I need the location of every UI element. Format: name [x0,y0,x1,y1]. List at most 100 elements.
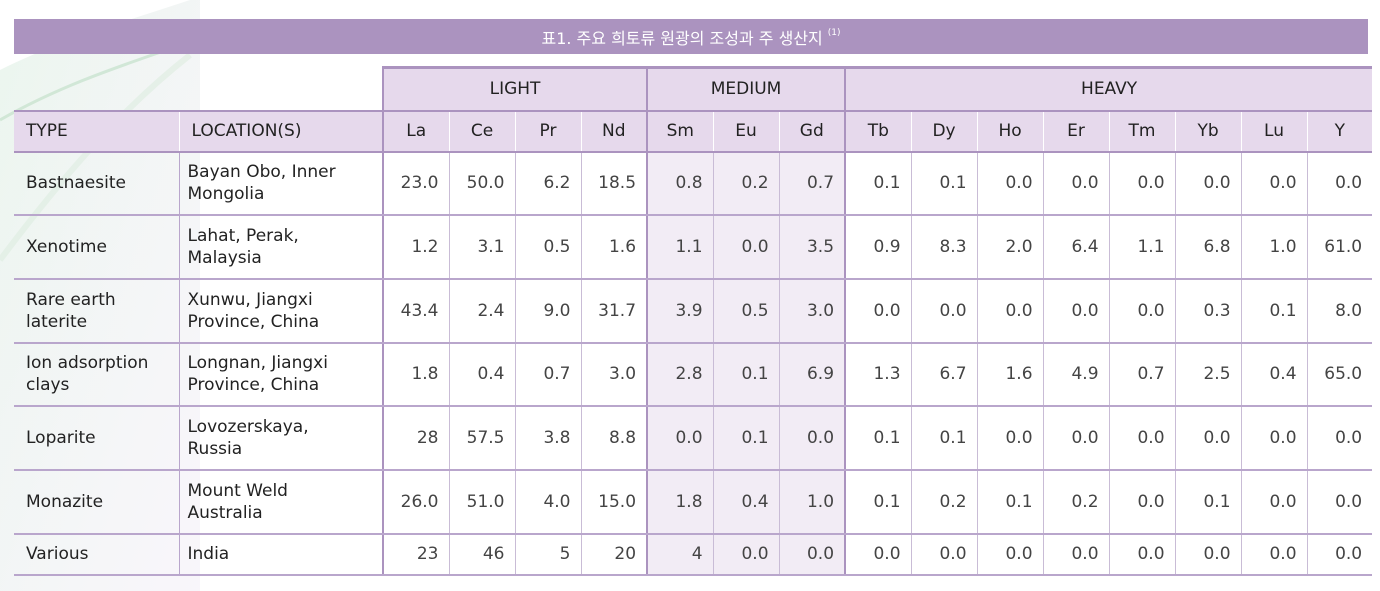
cell-value: 8.8 [580,405,648,471]
cell-value: 0.0 [778,533,846,576]
cell-value: 6.2 [514,151,581,216]
cell-value: 1.2 [382,214,449,280]
cell-location-line: Lovozerskaya, [187,416,309,437]
cell-value: 6.9 [778,342,846,407]
cell-location: Xunwu, Jiangxi Province, China [178,278,383,344]
cell-value: 0.0 [1174,151,1242,216]
cell-value: 3.5 [778,214,846,280]
column-header-element: La [382,109,449,153]
cell-value: 28 [382,405,449,471]
cell-location-line: Mount Weld [187,480,288,501]
cell-location: Bayan Obo, Inner Mongolia [178,151,383,216]
cell-value: 50.0 [448,151,515,216]
cell-type: Various [14,533,179,576]
cell-value: 1.6 [580,214,648,280]
cell-location: Lahat, Perak, Malaysia [178,214,383,280]
cell-value: 5 [514,533,581,576]
cell-value: 0.1 [1240,278,1308,344]
cell-value: 0.7 [514,342,581,407]
cell-location-line: Malaysia [187,247,262,268]
cell-value: 0.2 [712,151,780,216]
cell-value: 1.0 [778,469,846,535]
cell-value: 0.1 [844,405,912,471]
cell-value: 0.2 [910,469,978,535]
cell-type-line: Bastnaesite [26,173,126,193]
cell-value: 0.0 [844,278,912,344]
cell-type-line: Loparite [26,427,96,448]
cell-location-line: Province, China [187,311,320,332]
cell-value: 0.0 [1240,405,1308,471]
cell-value: 8.0 [1306,278,1373,344]
cell-type-line: Rare earth [26,289,116,310]
cell-value: 0.1 [976,469,1044,535]
cell-value: 0.0 [1306,151,1373,216]
column-header-element: Nd [580,109,648,153]
column-header-location: LOCATION(S) [178,109,383,153]
cell-value: 0.0 [910,533,978,576]
cell-value: 1.0 [1240,214,1308,280]
cell-value: 0.0 [712,214,780,280]
cell-value: 18.5 [580,151,648,216]
cell-value: 0.0 [1174,533,1242,576]
cell-value: 0.1 [712,342,780,407]
cell-value: 0.0 [910,278,978,344]
cell-location-line: Australia [187,502,263,523]
table-row: Ion adsorption clays Longnan, Jiangxi Provi… [14,342,1373,407]
cell-location-line: Longnan, Jiangxi [187,353,328,373]
cell-value: 26.0 [382,469,449,535]
cell-value: 0.0 [976,405,1044,471]
cell-type-line: clays [26,375,70,395]
title-footnote-marker: (1) [827,27,841,38]
cell-type-line: Various [26,544,89,564]
cell-type: Loparite [14,405,179,471]
cell-value: 8.3 [910,214,978,280]
column-header-element: Yb [1174,109,1242,153]
cell-value: 0.4 [712,469,780,535]
table-row: Monazite Mount Weld Australia 26.0 51.0 4.0 15… [14,469,1373,535]
cell-value: 0.0 [1240,151,1308,216]
cell-value: 23.0 [382,151,449,216]
cell-value: 0.0 [1108,151,1176,216]
cell-value: 31.7 [580,278,648,344]
cell-value: 2.0 [976,214,1044,280]
cell-value: 3.1 [448,214,515,280]
cell-location: Lovozerskaya, Russia [178,405,383,471]
column-header-element: Eu [712,109,780,153]
cell-value: 0.0 [1042,533,1110,576]
cell-value: 4.0 [514,469,581,535]
cell-location-line: Xunwu, Jiangxi [187,289,313,310]
cell-value: 61.0 [1306,214,1373,280]
cell-type-line: Monazite [26,491,104,512]
column-header-type: TYPE [14,109,179,153]
column-header-element: Er [1042,109,1110,153]
cell-value: 9.0 [514,278,581,344]
table-row: Rare earth laterite Xunwu, Jiangxi Province… [14,278,1373,344]
group-header-light: LIGHT [381,66,648,111]
cell-value: 0.0 [1240,469,1308,535]
cell-value: 0.1 [910,151,978,216]
cell-value: 1.1 [1108,214,1176,280]
cell-value: 0.0 [1174,405,1242,471]
cell-value: 0.2 [1042,469,1110,535]
cell-value: 20 [580,533,648,576]
cell-value: 3.8 [514,405,581,471]
cell-value: 0.5 [514,214,581,280]
cell-value: 65.0 [1306,342,1373,407]
cell-value: 0.5 [712,278,780,344]
cell-value: 0.0 [1108,278,1176,344]
cell-value: 1.1 [646,214,714,280]
column-header-element: Ho [976,109,1044,153]
cell-location-line: Province, China [187,375,320,395]
cell-value: 0.1 [844,469,912,535]
cell-value: 0.7 [778,151,846,216]
table-row: Various India 23 46 5 20 4 0.0 0.0 0.0 0.0 0.0 0.0 0.… [14,533,1373,576]
cell-value: 6.4 [1042,214,1110,280]
cell-value: 0.0 [1042,278,1110,344]
cell-value: 2.5 [1174,342,1242,407]
cell-location: Longnan, Jiangxi Province, China [178,342,383,407]
cell-location-line: Mongolia [187,184,265,204]
cell-location: India [178,533,383,576]
cell-value: 0.1 [844,151,912,216]
cell-value: 1.6 [976,342,1044,407]
column-header-element: Dy [910,109,978,153]
